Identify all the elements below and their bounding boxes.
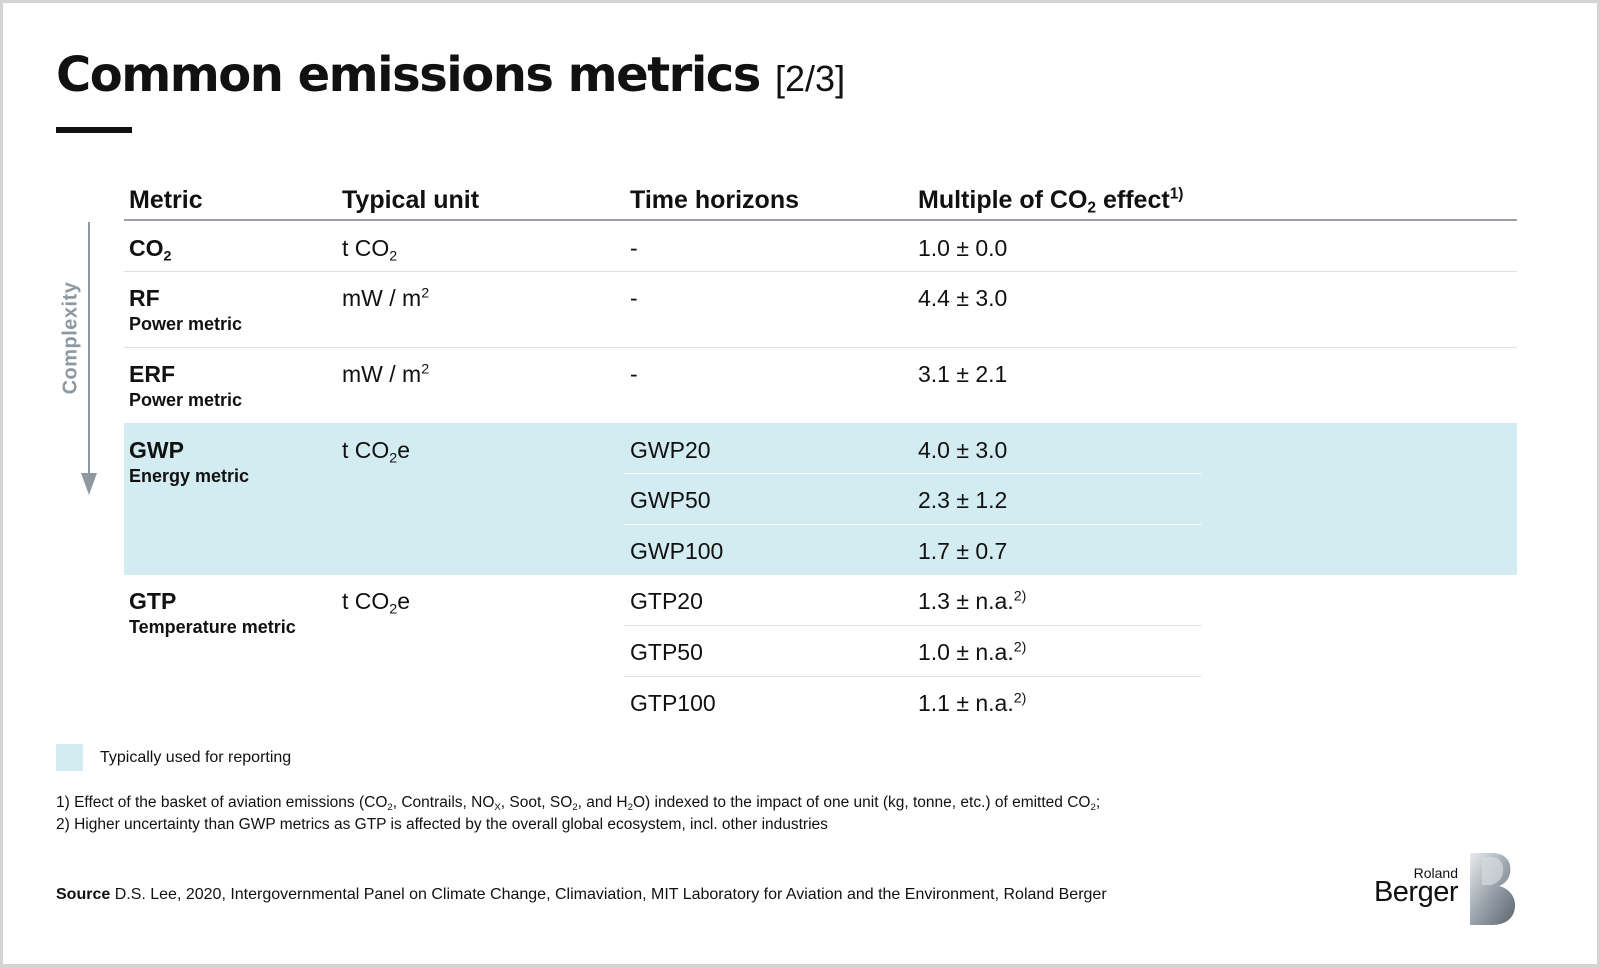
metric-name-gwp: GWP bbox=[129, 437, 184, 463]
time-gtp50: GTP50 bbox=[630, 639, 703, 665]
header-metric: Metric bbox=[129, 186, 203, 214]
metric-name-co2: CO2 bbox=[129, 235, 172, 265]
slide: Common emissions metrics [2/3] Complexit… bbox=[3, 3, 1597, 964]
time-gtp20: GTP20 bbox=[630, 588, 703, 614]
metric-desc-rf: Power metric bbox=[129, 314, 243, 334]
unit-gwp: t CO2e bbox=[342, 437, 411, 467]
row-divider bbox=[124, 347, 1517, 348]
source-label: Source bbox=[56, 886, 111, 903]
row-divider bbox=[624, 473, 1201, 474]
complexity-label: Complexity bbox=[59, 281, 82, 395]
header-typical-unit: Typical unit bbox=[342, 186, 480, 214]
row-divider bbox=[624, 625, 1201, 626]
value-gtp100: 1.1 ± n.a.2) bbox=[918, 690, 1027, 716]
title-underline bbox=[56, 127, 132, 133]
metric-name-erf: ERF bbox=[129, 361, 175, 387]
footnote-1: 1) Effect of the basket of aviation emis… bbox=[56, 794, 1101, 813]
time-gtp100: GTP100 bbox=[630, 690, 716, 716]
highlight-gwp-band bbox=[124, 423, 1517, 575]
time-rf: - bbox=[630, 285, 638, 311]
unit-co2: t CO2 bbox=[342, 235, 398, 265]
arrow-down-icon bbox=[81, 473, 97, 495]
unit-gtp: t CO2e bbox=[342, 588, 411, 618]
value-gtp20: 1.3 ± n.a.2) bbox=[918, 588, 1027, 614]
value-gwp20: 4.0 ± 3.0 bbox=[918, 437, 1008, 463]
value-gtp50: 1.0 ± n.a.2) bbox=[918, 639, 1027, 665]
legend-label: Typically used for reporting bbox=[100, 749, 292, 766]
metric-name-gtp: GTP bbox=[129, 588, 177, 614]
metric-name-rf: RF bbox=[129, 285, 160, 311]
row-divider bbox=[124, 271, 1517, 272]
roland-berger-logo: Roland Berger bbox=[1373, 853, 1518, 925]
time-gwp20: GWP20 bbox=[630, 437, 711, 463]
time-gwp50: GWP50 bbox=[630, 487, 711, 513]
complexity-arrow-line bbox=[88, 222, 90, 474]
unit-erf: mW / m2 bbox=[342, 361, 430, 387]
title-main: Common emissions metrics bbox=[56, 47, 761, 103]
title-page-indicator: [2/3] bbox=[775, 58, 846, 99]
time-co2: - bbox=[630, 235, 638, 261]
row-divider bbox=[624, 524, 1201, 525]
logo-text-roland: Roland bbox=[1413, 865, 1458, 881]
value-rf: 4.4 ± 3.0 bbox=[918, 285, 1008, 311]
source-text: D.S. Lee, 2020, Intergovernmental Panel … bbox=[110, 886, 1107, 903]
footnote-2: 2) Higher uncertainty than GWP metrics a… bbox=[56, 816, 828, 833]
header-time-horizons: Time horizons bbox=[630, 186, 800, 214]
legend-swatch bbox=[56, 744, 83, 771]
header-multiple: Multiple of CO2 effect1) bbox=[918, 185, 1184, 217]
value-erf: 3.1 ± 2.1 bbox=[918, 361, 1008, 387]
metric-desc-erf: Power metric bbox=[129, 390, 243, 410]
metric-desc-gtp: Temperature metric bbox=[129, 617, 296, 637]
metric-desc-gwp: Energy metric bbox=[129, 466, 250, 486]
time-gwp100: GWP100 bbox=[630, 538, 724, 564]
page-title: Common emissions metrics [2/3] bbox=[56, 43, 845, 111]
value-co2: 1.0 ± 0.0 bbox=[918, 235, 1008, 261]
logo-text-berger: Berger bbox=[1373, 876, 1459, 908]
header-divider bbox=[124, 219, 1517, 221]
value-gwp50: 2.3 ± 1.2 bbox=[918, 487, 1008, 513]
time-erf: - bbox=[630, 361, 638, 387]
row-divider bbox=[624, 676, 1201, 677]
unit-rf: mW / m2 bbox=[342, 285, 430, 311]
value-gwp100: 1.7 ± 0.7 bbox=[918, 538, 1008, 564]
roland-berger-logo-icon bbox=[1470, 853, 1516, 925]
source-line: Source D.S. Lee, 2020, Intergovernmental… bbox=[56, 885, 1107, 905]
